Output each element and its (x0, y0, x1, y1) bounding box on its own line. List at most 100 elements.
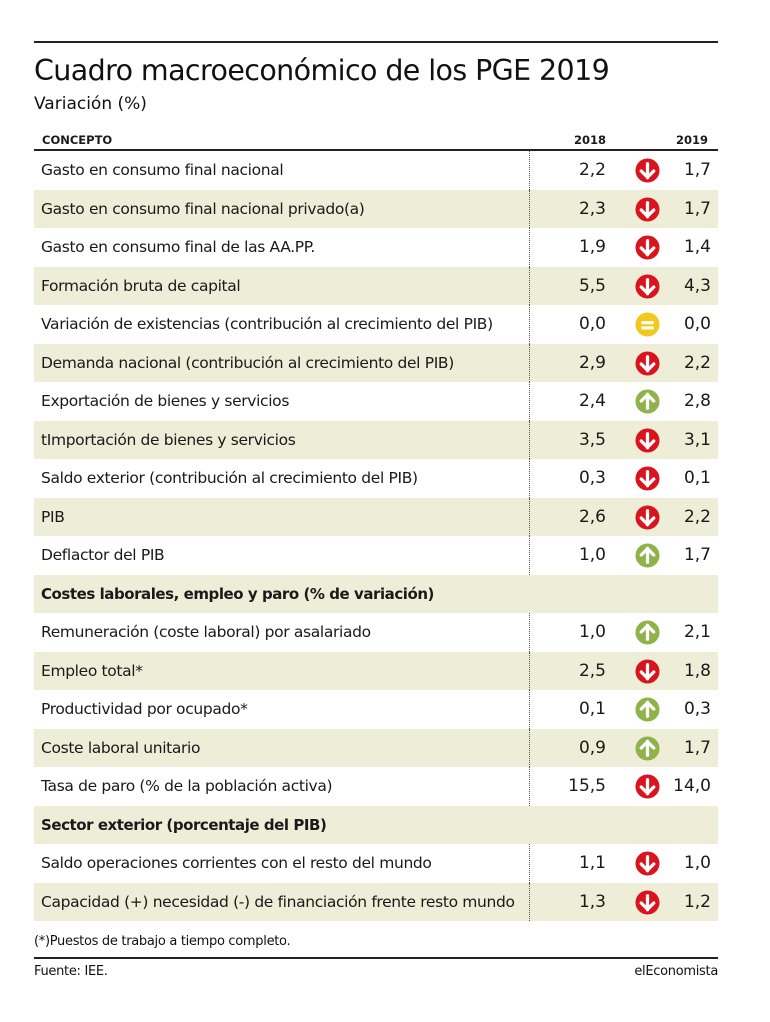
table-row: Deflactor del PIB 1,0 1,7 (34, 536, 718, 575)
value-2018: 1,9 (578, 237, 606, 257)
column-separator (529, 266, 530, 305)
value-2018: 1,1 (578, 853, 606, 873)
value-2019: 1,7 (683, 160, 711, 180)
concept-label: Coste laboral unitario (41, 738, 201, 757)
table-row: Demanda nacional (contribución al crecim… (34, 343, 718, 382)
footnote: (*)Puestos de trabajo a tiempo completo. (34, 934, 291, 949)
value-2019: 3,1 (683, 429, 711, 450)
value-2019: 1,7 (683, 545, 711, 565)
column-separator (529, 613, 530, 652)
value-2018: 0,1 (578, 699, 606, 719)
arrow-down-icon (635, 273, 660, 299)
table-row: Coste laboral unitario 0,9 1,7 (34, 728, 718, 767)
section-label: Costes laborales, empleo y paro (% de va… (41, 584, 434, 603)
arrow-up-icon (635, 735, 660, 761)
column-separator (529, 728, 530, 767)
column-separator (529, 151, 530, 190)
arrow-down-icon (635, 350, 660, 376)
value-2018: 2,3 (578, 198, 606, 219)
concept-label: Capacidad (+) necesidad (-) de financiac… (41, 892, 515, 911)
column-separator (529, 305, 530, 344)
column-separator (529, 497, 530, 536)
concept-label: Gasto en consumo final de las AA.PP. (41, 238, 315, 256)
table-row: Gasto en consumo final de las AA.PP. 1,9 1… (34, 228, 718, 267)
column-separator (529, 767, 530, 806)
value-2019: 0,3 (683, 699, 711, 719)
equal-icon (635, 312, 660, 337)
concept-label: Saldo exterior (contribución al crecimie… (41, 469, 418, 487)
column-separator (529, 420, 530, 459)
table-row: Variación de existencias (contribución a… (34, 305, 718, 344)
concept-label: Demanda nacional (contribución al crecim… (41, 353, 454, 372)
page-subtitle: Variación (%) (34, 94, 147, 114)
concept-label: Variación de existencias (contribución a… (41, 315, 493, 333)
value-2019: 2,1 (683, 622, 711, 642)
value-2018: 2,6 (578, 506, 606, 527)
table-row: Gasto en consumo final nacional privado(… (34, 189, 718, 228)
value-2018: 2,5 (578, 660, 606, 681)
value-2018: 1,3 (578, 891, 606, 912)
column-separator (529, 343, 530, 382)
top-rule (34, 41, 718, 43)
value-2019: 1,7 (683, 198, 711, 219)
arrow-up-icon (635, 697, 660, 722)
section-header-row: Sector exterior (porcentaje del PIB) (34, 805, 718, 844)
column-separator (529, 459, 530, 498)
arrow-down-icon (635, 196, 660, 222)
table-row: PIB 2,6 2,2 (34, 497, 718, 536)
header-concept: CONCEPTO (42, 133, 113, 147)
value-2019: 0,1 (683, 468, 711, 488)
value-2018: 3,5 (578, 429, 606, 450)
concept-label: Tasa de paro (% de la población activa) (41, 777, 333, 795)
arrow-down-icon (635, 158, 660, 183)
table-row: Empleo total* 2,5 1,8 (34, 651, 718, 690)
value-2018: 0,3 (578, 468, 606, 488)
arrow-down-icon (635, 889, 660, 915)
table-row: Exportación de bienes y servicios 2,4 2,8 (34, 382, 718, 421)
column-separator (529, 536, 530, 575)
table-body: Gasto en consumo final nacional 2,2 1,7 Gas… (34, 151, 718, 921)
arrow-down-icon (635, 658, 660, 684)
arrow-up-icon (635, 620, 660, 645)
concept-label: Saldo operaciones corrientes con el rest… (41, 854, 432, 872)
bottom-rule (34, 957, 718, 959)
arrow-down-icon (635, 774, 660, 799)
column-separator (529, 882, 530, 921)
arrow-up-icon (635, 389, 660, 414)
value-2019: 14,0 (673, 776, 711, 796)
value-2019: 2,2 (683, 352, 711, 373)
column-separator (529, 690, 530, 729)
value-2019: 1,8 (683, 660, 711, 681)
value-2019: 2,2 (683, 506, 711, 527)
table-row: Gasto en consumo final nacional 2,2 1,7 (34, 151, 718, 190)
value-2019: 1,2 (683, 891, 711, 912)
column-separator (529, 382, 530, 421)
concept-label: Exportación de bienes y servicios (41, 392, 290, 410)
concept-label: Empleo total* (41, 661, 143, 680)
source-credit: Fuente: IEE. (34, 964, 108, 979)
concept-label: Deflactor del PIB (41, 546, 165, 564)
table-row: Saldo exterior (contribución al crecimie… (34, 459, 718, 498)
table-row: Capacidad (+) necesidad (-) de financiac… (34, 882, 718, 921)
table-row: tImportación de bienes y servicios 3,5 3,1 (34, 420, 718, 459)
table-row: Formación bruta de capital 5,5 4,3 (34, 266, 718, 305)
table-row: Productividad por ocupado* 0,1 0,3 (34, 690, 718, 729)
value-2018: 1,0 (578, 622, 606, 642)
arrow-down-icon (635, 235, 660, 260)
value-2019: 1,7 (683, 737, 711, 758)
header-2018: 2018 (573, 133, 606, 147)
section-label: Sector exterior (porcentaje del PIB) (41, 815, 327, 834)
value-2018: 2,2 (578, 160, 606, 180)
value-2018: 2,9 (578, 352, 606, 373)
value-2019: 4,3 (683, 275, 711, 296)
table-row: Saldo operaciones corrientes con el rest… (34, 844, 718, 883)
concept-label: Remuneración (coste laboral) por asalari… (41, 623, 371, 641)
table-header: CONCEPTO 2018 2019 (34, 126, 718, 151)
value-2018: 5,5 (578, 275, 606, 296)
arrow-down-icon (635, 427, 660, 453)
brand-name: elEconomista (634, 964, 718, 979)
value-2019: 1,4 (683, 237, 711, 257)
concept-label: Gasto en consumo final nacional (41, 161, 284, 179)
table-row: Remuneración (coste laboral) por asalari… (34, 613, 718, 652)
value-2018: 2,4 (578, 391, 606, 411)
